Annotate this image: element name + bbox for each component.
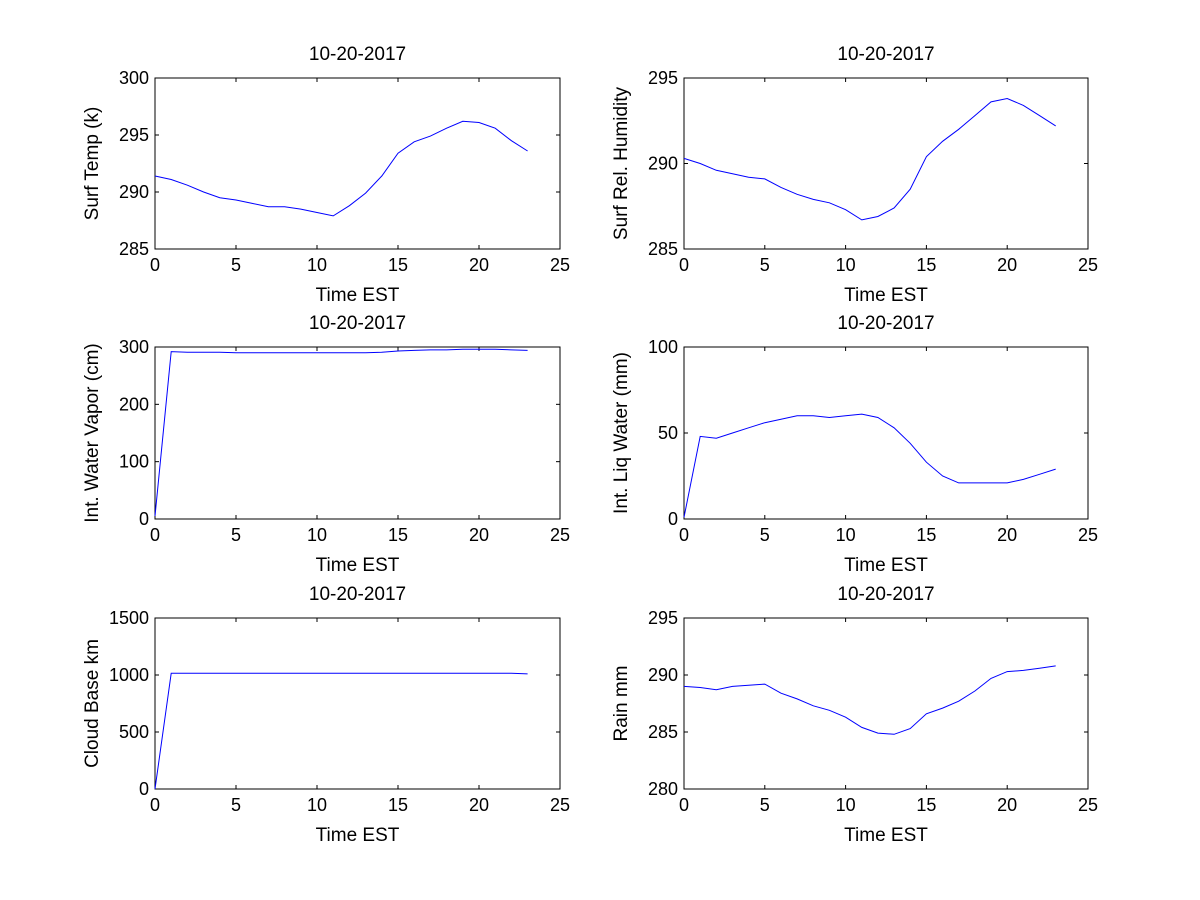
x-tick-label: 20 <box>469 795 489 815</box>
x-tick-label: 5 <box>231 525 241 545</box>
x-axis-label: Time EST <box>316 285 400 306</box>
x-tick-label: 0 <box>679 795 689 815</box>
x-tick-label: 0 <box>679 255 689 275</box>
y-tick-label: 285 <box>648 239 678 259</box>
y-tick-label: 0 <box>139 779 149 799</box>
subplot-grid: 0 5 10 15 20 25 285 290 295 300 10-20-2017 Time EST… <box>82 44 1098 846</box>
x-tick-label: 10 <box>836 255 856 275</box>
axes-frame <box>154 77 561 250</box>
x-tick-label: 20 <box>997 255 1017 275</box>
x-tick-label: 15 <box>388 795 408 815</box>
y-tick-label: 290 <box>648 154 678 174</box>
y-axis-label: Rain mm <box>611 665 632 741</box>
series-line-1 <box>683 413 1056 518</box>
x-tick-label: 15 <box>916 525 936 545</box>
y-tick-label: 500 <box>119 722 149 742</box>
y-tick-label: 100 <box>119 452 149 472</box>
axes-frame <box>683 346 1089 520</box>
x-tick-label: 0 <box>150 525 160 545</box>
axes-frame <box>683 617 1089 790</box>
y-axis-label: Surf Temp (k) <box>82 107 103 221</box>
y-tick-label: 0 <box>668 509 678 529</box>
x-tick-label: 15 <box>388 255 408 275</box>
chart-title: 10-20-2017 <box>309 44 406 65</box>
y-tick-label: 300 <box>119 68 149 88</box>
y-tick-label: 295 <box>119 125 149 145</box>
x-tick-label: 15 <box>916 795 936 815</box>
x-axis-label: Time EST <box>844 555 928 576</box>
series-line-1 <box>154 348 528 517</box>
y-axis-label: Cloud Base km <box>82 639 103 768</box>
series-line-1 <box>683 97 1056 221</box>
series-line-1 <box>154 672 528 790</box>
x-tick-label: 20 <box>997 795 1017 815</box>
y-tick-label: 290 <box>648 665 678 685</box>
chart-title: 10-20-2017 <box>837 44 934 65</box>
x-tick-label: 5 <box>760 525 770 545</box>
x-tick-label: 25 <box>550 795 570 815</box>
subplot-4: 0 5 10 15 20 25 0 50 100 10-20-2017 Time EST Int. L… <box>611 313 1098 576</box>
y-tick-label: 1000 <box>109 665 149 685</box>
y-axis-label: Int. Liq Water (mm) <box>611 352 632 514</box>
x-tick-label: 0 <box>150 255 160 275</box>
x-axis-label: Time EST <box>316 555 400 576</box>
subplot-1: 0 5 10 15 20 25 285 290 295 300 10-20-2017 Time EST… <box>82 44 570 306</box>
x-tick-label: 20 <box>997 525 1017 545</box>
y-tick-label: 300 <box>119 337 149 357</box>
subplot-5: 0 5 10 15 20 25 0 500 1000 1500 10-20-2017 Time EST… <box>82 584 570 846</box>
axes-frame <box>683 77 1089 250</box>
x-tick-label: 5 <box>231 255 241 275</box>
x-tick-label: 20 <box>469 525 489 545</box>
subplot-6: 0 5 10 15 20 25 280 285 290 295 10-20-2017 Time EST… <box>611 584 1098 846</box>
y-tick-label: 200 <box>119 394 149 414</box>
chart-title: 10-20-2017 <box>837 313 934 334</box>
x-axis-label: Time EST <box>844 825 928 846</box>
axes-frame <box>154 346 561 520</box>
x-tick-label: 25 <box>1078 255 1098 275</box>
x-tick-label: 15 <box>916 255 936 275</box>
x-tick-label: 25 <box>550 525 570 545</box>
series-line-1 <box>683 665 1056 735</box>
y-tick-label: 100 <box>648 337 678 357</box>
subplot-2: 0 5 10 15 20 25 285 290 295 10-20-2017 Time EST Sur… <box>611 44 1098 306</box>
y-tick-label: 285 <box>119 239 149 259</box>
x-tick-label: 5 <box>760 255 770 275</box>
subplot-3: 0 5 10 15 20 25 0 100 200 300 10-20-2017 Time EST In… <box>82 313 570 576</box>
x-tick-label: 25 <box>1078 795 1098 815</box>
x-tick-label: 10 <box>307 525 327 545</box>
y-axis-label: Int. Water Vapor (cm) <box>82 343 103 522</box>
y-tick-label: 285 <box>648 722 678 742</box>
y-tick-label: 50 <box>658 423 678 443</box>
x-tick-label: 20 <box>469 255 489 275</box>
axes-frame <box>154 617 561 790</box>
y-tick-label: 280 <box>648 779 678 799</box>
x-tick-label: 10 <box>307 255 327 275</box>
y-tick-label: 1500 <box>109 608 149 628</box>
y-tick-label: 0 <box>139 509 149 529</box>
y-tick-label: 290 <box>119 182 149 202</box>
x-tick-label: 5 <box>760 795 770 815</box>
x-tick-label: 25 <box>1078 525 1098 545</box>
x-tick-label: 15 <box>388 525 408 545</box>
series-line-1 <box>154 120 528 217</box>
x-tick-label: 25 <box>550 255 570 275</box>
x-axis-label: Time EST <box>316 825 400 846</box>
x-tick-label: 5 <box>231 795 241 815</box>
chart-title: 10-20-2017 <box>309 584 406 605</box>
y-axis-label: Surf Rel. Humidity <box>611 86 632 240</box>
x-tick-label: 0 <box>150 795 160 815</box>
x-tick-label: 10 <box>836 525 856 545</box>
x-tick-label: 10 <box>836 795 856 815</box>
x-tick-label: 10 <box>307 795 327 815</box>
chart-title: 10-20-2017 <box>309 313 406 334</box>
x-tick-label: 0 <box>679 525 689 545</box>
y-tick-label: 295 <box>648 68 678 88</box>
y-tick-label: 295 <box>648 608 678 628</box>
chart-title: 10-20-2017 <box>837 584 934 605</box>
x-axis-label: Time EST <box>844 285 928 306</box>
